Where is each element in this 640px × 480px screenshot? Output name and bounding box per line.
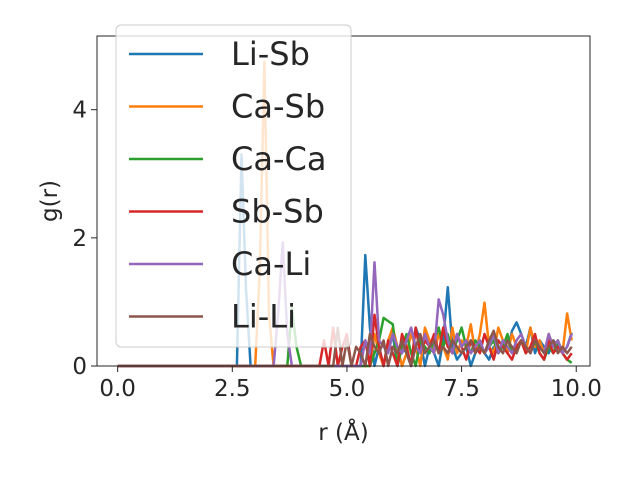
legend-label: Li-Li <box>231 298 296 336</box>
legend-entry-ca-sb: Ca-Sb <box>129 88 325 126</box>
y-axis-label: g(r) <box>37 180 63 222</box>
x-tick-label: 0.0 <box>99 376 136 402</box>
legend-entry-sb-sb: Sb-Sb <box>129 193 324 231</box>
y-tick-label: 4 <box>72 98 87 124</box>
x-axis-label: r (Å) <box>318 418 368 446</box>
series-line-li-li <box>117 326 573 368</box>
legend-label: Ca-Sb <box>231 88 325 126</box>
legend-entry-ca-ca: Ca-Ca <box>129 140 326 178</box>
x-tick-label: 10.0 <box>551 376 602 402</box>
legend: Li-Sb Ca-Sb Ca-Ca Sb-Sb Ca-Li Li-Li <box>115 24 352 348</box>
legend-entry-ca-li: Ca-Li <box>129 245 311 283</box>
x-axis-ticks: 0.0 2.5 5.0 7.5 10.0 <box>99 366 602 402</box>
legend-entry-li-sb: Li-Sb <box>129 35 310 73</box>
series-lines <box>117 60 573 368</box>
legend-entry-li-li: Li-Li <box>129 298 296 336</box>
y-tick-label: 2 <box>72 226 87 252</box>
legend-label: Sb-Sb <box>231 193 324 231</box>
legend-label: Ca-Li <box>231 245 311 283</box>
legend-label: Li-Sb <box>231 35 310 73</box>
x-tick-label: 2.5 <box>214 376 251 402</box>
legend-label: Ca-Ca <box>231 140 326 178</box>
y-axis-ticks: 0 2 4 <box>72 98 97 380</box>
y-tick-label: 0 <box>72 354 87 380</box>
x-tick-label: 7.5 <box>443 376 480 402</box>
x-tick-label: 5.0 <box>329 376 366 402</box>
